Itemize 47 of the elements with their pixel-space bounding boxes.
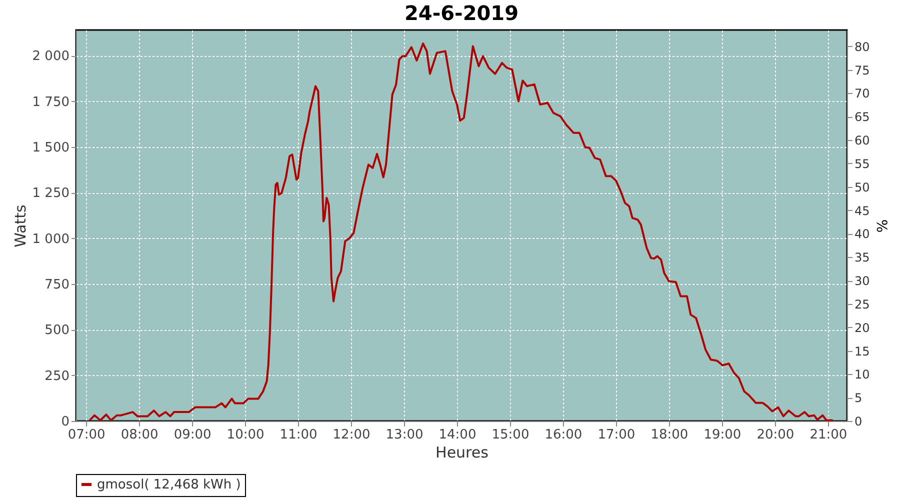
y2-tick-label: 10 (854, 368, 870, 382)
y2-tick-label: 70 (854, 86, 870, 101)
x-axis-title: Heures (436, 444, 489, 462)
x-tick-label: 20:00 (756, 428, 794, 442)
y2-tick-label: 35 (854, 250, 870, 265)
line-series (89, 42, 834, 422)
y2-tick-label: 30 (854, 274, 870, 288)
y2-tick-label: 75 (854, 63, 870, 78)
x-tick-label: 21:00 (810, 428, 848, 442)
y2-tick-label: 65 (854, 110, 870, 124)
x-tick-label: 10:00 (226, 428, 264, 442)
x-tick-label: 12:00 (332, 428, 370, 442)
y2-tick-label: 50 (854, 180, 870, 194)
y2-tick-label: 0 (854, 414, 862, 428)
y-axis-title: Watts (11, 204, 30, 248)
x-tick-label: 08:00 (120, 428, 158, 442)
x-tick-label: 14:00 (438, 428, 476, 442)
y2-tick-label: 55 (854, 156, 870, 171)
y-tick-label: 1 250 (32, 186, 70, 202)
y2-tick-label: 45 (854, 204, 870, 218)
y-tick-label: 500 (44, 323, 70, 338)
x-tick-label: 16:00 (544, 428, 582, 442)
y2-tick-label: 40 (854, 227, 870, 242)
x-tick-label: 07:00 (68, 428, 106, 442)
y-tick-label: 0 (61, 414, 70, 430)
x-tick-label: 13:00 (386, 428, 424, 442)
y-tick-label: 1 500 (32, 140, 70, 156)
legend-label: gmosol( 12,468 kWh ) (97, 478, 241, 492)
chart-title: 24-6-2019 (404, 1, 519, 25)
x-tick-label: 17:00 (598, 428, 636, 442)
y2-tick-label: 25 (854, 297, 870, 312)
x-tick-label: 15:00 (492, 428, 530, 442)
y2-tick-label: 15 (854, 344, 870, 358)
y-tick-label: 1 750 (32, 94, 70, 110)
y2-tick-label: 60 (854, 134, 870, 148)
x-tick-label: 09:00 (174, 428, 212, 442)
y-tick-label: 1 000 (32, 232, 70, 247)
y-tick-label: 2 000 (32, 49, 70, 64)
y2-tick-label: 5 (854, 391, 862, 406)
y2-axis-title: % (872, 219, 889, 233)
y2-tick-label: 20 (854, 320, 870, 335)
x-tick-label: 18:00 (650, 428, 688, 442)
y-tick-label: 250 (44, 368, 70, 384)
x-tick-label: 11:00 (280, 428, 318, 442)
y-tick-label: 750 (44, 277, 70, 292)
x-tick-label: 19:00 (704, 428, 742, 442)
y2-tick-label: 80 (854, 40, 870, 54)
